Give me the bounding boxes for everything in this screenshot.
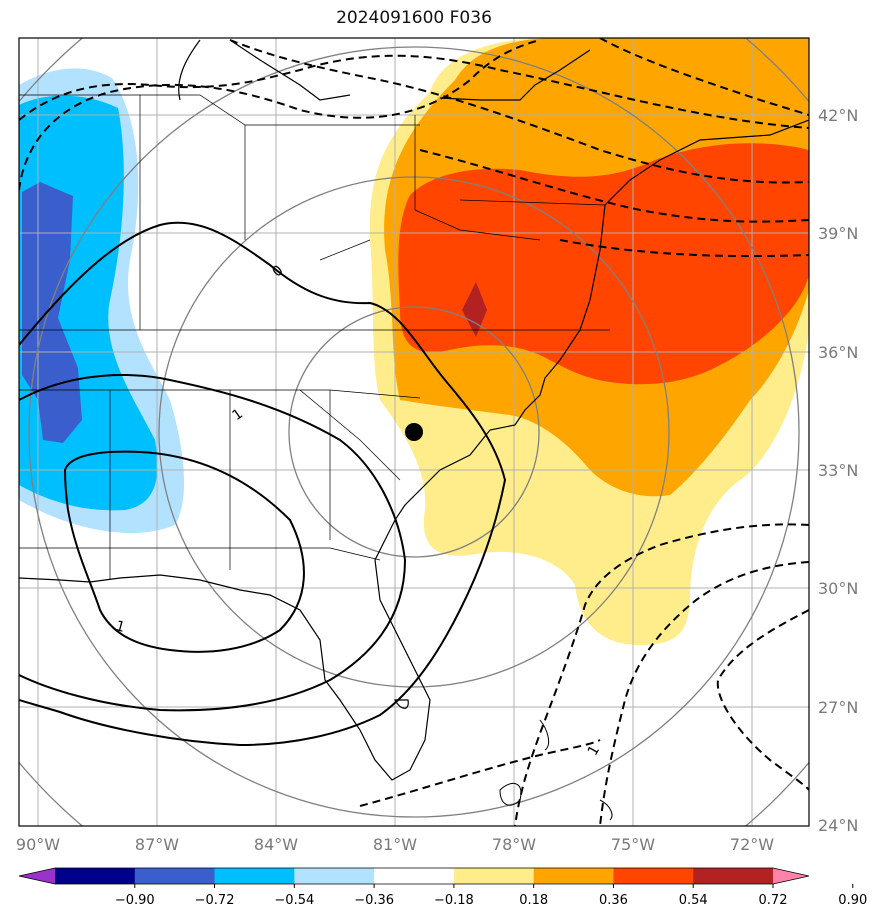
colorbar-label: 0.90 <box>838 893 867 908</box>
lon-tick-label: 84°W <box>254 835 298 854</box>
colorbar-swatch <box>613 868 694 884</box>
colorbar-extend-high <box>773 868 809 884</box>
fill-dark-red <box>462 282 487 337</box>
colorbar-swatch <box>453 868 535 884</box>
colorbar-label: 0.72 <box>759 893 788 908</box>
colorbar-swatch <box>693 868 774 884</box>
lon-tick-label: 90°W <box>16 835 60 854</box>
lon-tick-label: 87°W <box>135 835 179 854</box>
colorbar-swatch <box>374 868 455 884</box>
colorbar-label: 0.18 <box>519 893 548 908</box>
state-borders <box>19 94 610 580</box>
coastline <box>19 39 809 781</box>
lon-tick-label: 78°W <box>492 835 536 854</box>
colorbar-extend-low <box>19 868 55 884</box>
colorbar-swatch <box>533 868 614 884</box>
colorbar-outline <box>18 867 810 885</box>
lat-tick-label: 42°N <box>818 106 858 125</box>
lat-tick-label: 33°N <box>818 461 858 480</box>
colorbar-swatch <box>55 868 136 884</box>
colorbar-label: −0.36 <box>354 893 394 908</box>
negative-contours <box>19 38 809 826</box>
station-marker <box>405 423 423 441</box>
colorbar: −0.90 −0.72 −0.54 −0.36 −0.18 0.18 0.36 0.54 0.7… <box>18 867 867 908</box>
colorbar-label: −0.18 <box>434 893 474 908</box>
lat-tick-label: 39°N <box>818 224 858 243</box>
contour-label: 1 <box>114 618 127 636</box>
graticule <box>19 38 809 826</box>
fill-royal-blue <box>22 182 82 443</box>
lat-tick-label: 36°N <box>818 343 858 362</box>
lon-tick-labels: 90°W 87°W 84°W 81°W 78°W 75°W 72°W <box>16 835 774 854</box>
lon-tick-label: 75°W <box>611 835 655 854</box>
colorbar-label: −0.90 <box>115 893 155 908</box>
positive-contours <box>19 221 507 747</box>
lat-tick-labels: 42°N 39°N 36°N 33°N 30°N 27°N 24°N <box>818 106 858 835</box>
lat-tick-label: 24°N <box>818 816 858 835</box>
colorbar-label: −0.72 <box>195 893 235 908</box>
colorbar-swatch <box>294 868 375 884</box>
lat-tick-label: 27°N <box>818 698 858 717</box>
colorbar-label: −0.54 <box>274 893 314 908</box>
colorbar-swatch <box>214 868 295 884</box>
map-frame <box>18 37 810 827</box>
colorbar-label: 0.36 <box>599 893 628 908</box>
lon-tick-label: 72°W <box>730 835 774 854</box>
lat-tick-label: 30°N <box>818 579 858 598</box>
map-title: 2024091600 F036 <box>336 8 492 28</box>
colorbar-label: 0.54 <box>679 893 708 908</box>
lon-tick-label: 81°W <box>373 835 417 854</box>
colorbar-swatch <box>134 868 216 884</box>
fill-orange-red <box>398 143 809 385</box>
